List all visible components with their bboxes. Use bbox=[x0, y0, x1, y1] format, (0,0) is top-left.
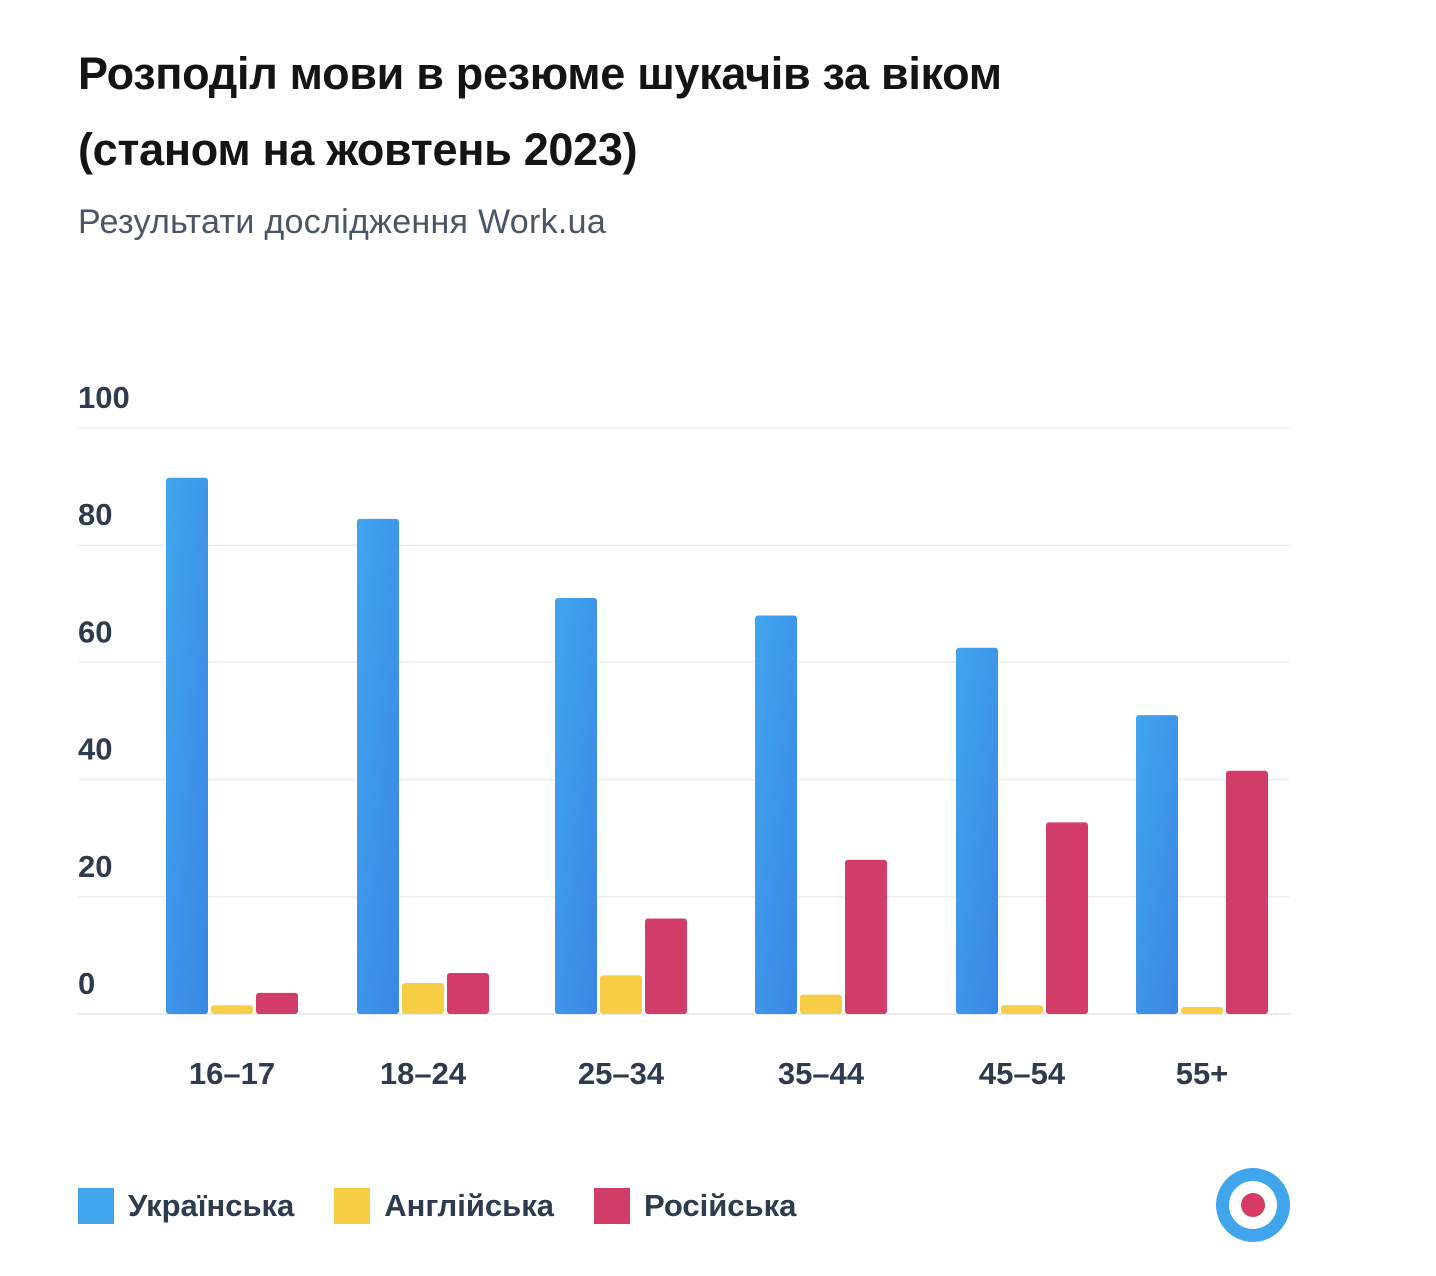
logo-ring bbox=[1229, 1181, 1277, 1229]
legend-item-ukrainian: Українська bbox=[78, 1188, 294, 1224]
legend-item-english: Англійська bbox=[334, 1188, 554, 1224]
bar-russian-16–17 bbox=[256, 992, 298, 1014]
legend-item-russian: Російська bbox=[593, 1188, 797, 1224]
y-tick-label-20: 20 bbox=[78, 849, 112, 884]
logo-dot bbox=[1241, 1193, 1265, 1217]
chart-title-line-1: Розподіл мови в резюме шукачів за віком bbox=[78, 48, 1002, 99]
x-tick-label-35–44: 35–44 bbox=[778, 1056, 865, 1091]
chart-title-line-2: (станом на жовтень 2023) bbox=[78, 124, 638, 175]
y-tick-label-100: 100 bbox=[78, 380, 130, 415]
bar-russian-45–54 bbox=[1046, 822, 1088, 1014]
bar-russian-18–24 bbox=[447, 972, 489, 1014]
legend-swatch-ukrainian bbox=[78, 1188, 114, 1224]
x-tick-label-16–17: 16–17 bbox=[189, 1056, 275, 1091]
y-tick-label-40: 40 bbox=[78, 732, 112, 767]
bar-ukrainian-55+ bbox=[1136, 715, 1178, 1014]
x-tick-label-55+: 55+ bbox=[1176, 1056, 1229, 1091]
bar-russian-55+ bbox=[1226, 770, 1268, 1014]
y-tick-label-80: 80 bbox=[78, 497, 112, 532]
legend-label-ukrainian: Українська bbox=[128, 1188, 295, 1223]
chart-legend: Українська Англійська Російська bbox=[78, 1186, 836, 1226]
bar-ukrainian-25–34 bbox=[555, 597, 597, 1014]
bar-english-18–24 bbox=[402, 982, 444, 1014]
bar-english-35–44 bbox=[800, 994, 842, 1014]
bar-english-25–34 bbox=[600, 975, 642, 1014]
y-tick-label-60: 60 bbox=[78, 614, 112, 649]
bar-english-16–17 bbox=[211, 1005, 253, 1014]
y-tick-label-0: 0 bbox=[78, 966, 95, 1001]
bar-ukrainian-45–54 bbox=[956, 647, 998, 1014]
bar-english-45–54 bbox=[1001, 1005, 1043, 1014]
x-tick-label-25–34: 25–34 bbox=[578, 1056, 665, 1091]
bar-ukrainian-18–24 bbox=[357, 518, 399, 1014]
work-ua-logo-icon bbox=[1216, 1168, 1290, 1242]
legend-label-russian: Російська bbox=[643, 1188, 797, 1223]
bar-russian-25–34 bbox=[645, 918, 687, 1014]
bar-ukrainian-16–17 bbox=[166, 477, 208, 1014]
x-tick-label-45–54: 45–54 bbox=[979, 1056, 1066, 1091]
bar-russian-35–44 bbox=[845, 859, 887, 1014]
x-tick-label-18–24: 18–24 bbox=[380, 1056, 467, 1091]
legend-swatch-russian bbox=[593, 1188, 630, 1224]
chart-title: Розподіл мови в резюме шукачів за віком … bbox=[78, 36, 1328, 188]
chart-subtitle: Результати дослідження Work.ua bbox=[78, 203, 607, 241]
legend-swatch-english bbox=[334, 1188, 371, 1224]
bar-ukrainian-35–44 bbox=[755, 615, 797, 1014]
legend-label-english: Англійська bbox=[384, 1188, 554, 1223]
bar-english-55+ bbox=[1181, 1006, 1223, 1014]
